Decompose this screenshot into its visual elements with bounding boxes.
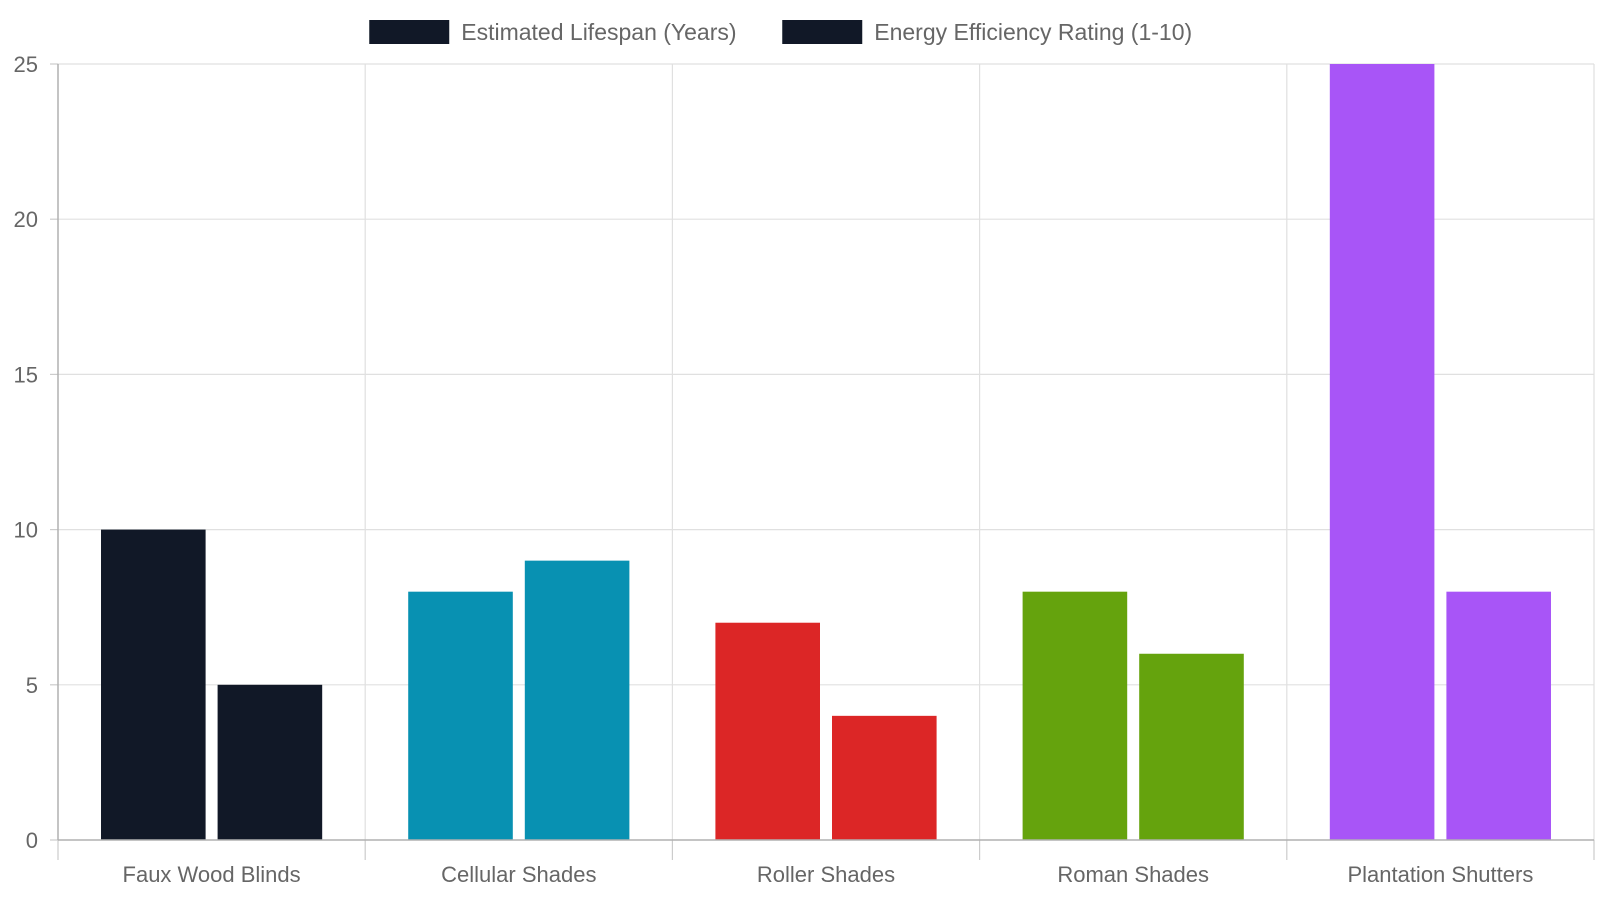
bar-efficiency xyxy=(1139,653,1244,840)
y-tick-label: 15 xyxy=(14,362,38,387)
legend-item[interactable]: Energy Efficiency Rating (1-10) xyxy=(782,19,1192,45)
y-tick-label: 0 xyxy=(26,828,38,853)
bar-lifespan xyxy=(1022,591,1128,840)
bars-layer xyxy=(101,64,1551,840)
y-tick-label: 10 xyxy=(14,518,38,543)
bar-efficiency xyxy=(1446,591,1551,840)
bar-efficiency xyxy=(832,715,937,840)
y-tick-label: 5 xyxy=(26,673,38,698)
bar-lifespan xyxy=(408,591,513,840)
bar-lifespan xyxy=(715,622,820,840)
legend-item[interactable]: Estimated Lifespan (Years) xyxy=(369,19,737,45)
bar-lifespan xyxy=(1329,64,1435,840)
bar-efficiency xyxy=(524,560,630,840)
legend-swatch xyxy=(369,20,450,44)
axes-layer: 0 5 10 15 20 25 Faux Wood Blinds Cellular Shade… xyxy=(14,52,1594,887)
bar-lifespan xyxy=(101,529,206,840)
legend-swatch xyxy=(782,20,863,44)
bar-efficiency xyxy=(217,684,323,840)
legend-label: Estimated Lifespan (Years) xyxy=(461,19,736,45)
x-tick-label: Cellular Shades xyxy=(441,862,596,887)
x-tick-label: Plantation Shutters xyxy=(1347,862,1533,887)
x-tick-label: Roman Shades xyxy=(1057,862,1209,887)
y-tick-label: 25 xyxy=(14,52,38,77)
legend-label: Energy Efficiency Rating (1-10) xyxy=(874,19,1192,45)
y-tick-label: 20 xyxy=(14,207,38,232)
x-tick-label: Roller Shades xyxy=(757,862,895,887)
legend[interactable]: Estimated Lifespan (Years) Energy Efficie… xyxy=(369,19,1192,45)
x-tick-label: Faux Wood Blinds xyxy=(123,862,301,887)
